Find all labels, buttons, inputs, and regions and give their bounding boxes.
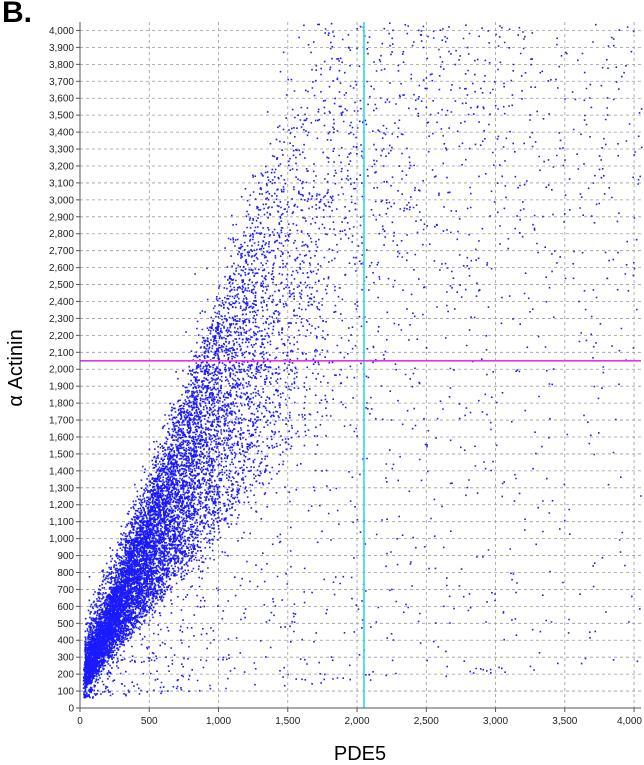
- y-tick-label: 200: [57, 670, 74, 681]
- x-tick-label: 1,500: [275, 716, 300, 727]
- y-tick-label: 1,900: [49, 382, 74, 393]
- y-tick-label: 600: [57, 602, 74, 613]
- gate-lines: [80, 22, 641, 708]
- y-tick-label: 3,500: [49, 111, 74, 122]
- y-tick-label: 3,100: [49, 178, 74, 189]
- y-tick-label: 3,700: [49, 77, 74, 88]
- x-tick-label: 3,500: [552, 716, 577, 727]
- x-tick-label: 1,000: [206, 716, 231, 727]
- y-tick-label: 500: [57, 619, 74, 630]
- y-tick-labels: 0 100 200 300 400 500 600 700 800 900 1,000 1,100 1,…: [49, 26, 74, 715]
- scatter-points: [82, 22, 643, 699]
- x-tick-labels: 0 500 1,000 1,500 2,000 2,500 3,000 3,500 4,000: [77, 716, 642, 727]
- y-tick-label: 1,200: [49, 500, 74, 511]
- y-tick-label: 3,600: [49, 94, 74, 105]
- y-tick-label: 2,900: [49, 212, 74, 223]
- y-tick-label: 3,800: [49, 60, 74, 71]
- x-axis-title: PDE5: [334, 743, 386, 765]
- y-tick-label: 1,700: [49, 416, 74, 427]
- y-tick-label: 1,400: [49, 466, 74, 477]
- y-tick-label: 2,000: [49, 365, 74, 376]
- panel-label: B.: [2, 0, 32, 29]
- y-tick-label: 1,100: [49, 517, 74, 528]
- y-axis-title: α Actinin: [5, 329, 27, 406]
- scatter-point-cloud: [82, 22, 643, 699]
- y-tick-label: 1,500: [49, 449, 74, 460]
- y-tick-label: 400: [57, 636, 74, 647]
- y-tick-label: 3,900: [49, 43, 74, 54]
- y-tick-label: 2,800: [49, 229, 74, 240]
- y-tick-label: 1,000: [49, 534, 74, 545]
- y-tick-label: 300: [57, 653, 74, 664]
- y-tick-label: 2,300: [49, 314, 74, 325]
- y-tick-label: 700: [57, 585, 74, 596]
- y-tick-label: 3,400: [49, 128, 74, 139]
- y-tick-label: 4,000: [49, 26, 74, 37]
- y-tick-label: 1,300: [49, 483, 74, 494]
- y-tick-label: 1,800: [49, 399, 74, 410]
- y-tick-label: 0: [68, 704, 74, 715]
- x-tick-label: 2,500: [414, 716, 439, 727]
- y-tick-label: 800: [57, 568, 74, 579]
- y-tick-label: 3,000: [49, 195, 74, 206]
- y-tick-label: 3,200: [49, 161, 74, 172]
- x-tick-label: 500: [141, 716, 158, 727]
- y-tick-label: 2,500: [49, 280, 74, 291]
- y-tick-label: 1,600: [49, 432, 74, 443]
- y-tick-label: 2,100: [49, 348, 74, 359]
- y-tick-label: 2,600: [49, 263, 74, 274]
- y-tick-label: 2,400: [49, 297, 74, 308]
- axes: [76, 22, 641, 712]
- grid-lines: [80, 22, 641, 708]
- x-tick-label: 3,000: [483, 716, 508, 727]
- x-tick-label: 0: [77, 716, 83, 727]
- y-tick-label: 3,300: [49, 145, 74, 156]
- y-tick-label: 2,700: [49, 246, 74, 257]
- x-tick-label: 2,000: [345, 716, 370, 727]
- y-tick-label: 2,200: [49, 331, 74, 342]
- y-tick-label: 100: [57, 687, 74, 698]
- x-tick-label: 4,000: [617, 716, 642, 727]
- y-tick-label: 900: [57, 551, 74, 562]
